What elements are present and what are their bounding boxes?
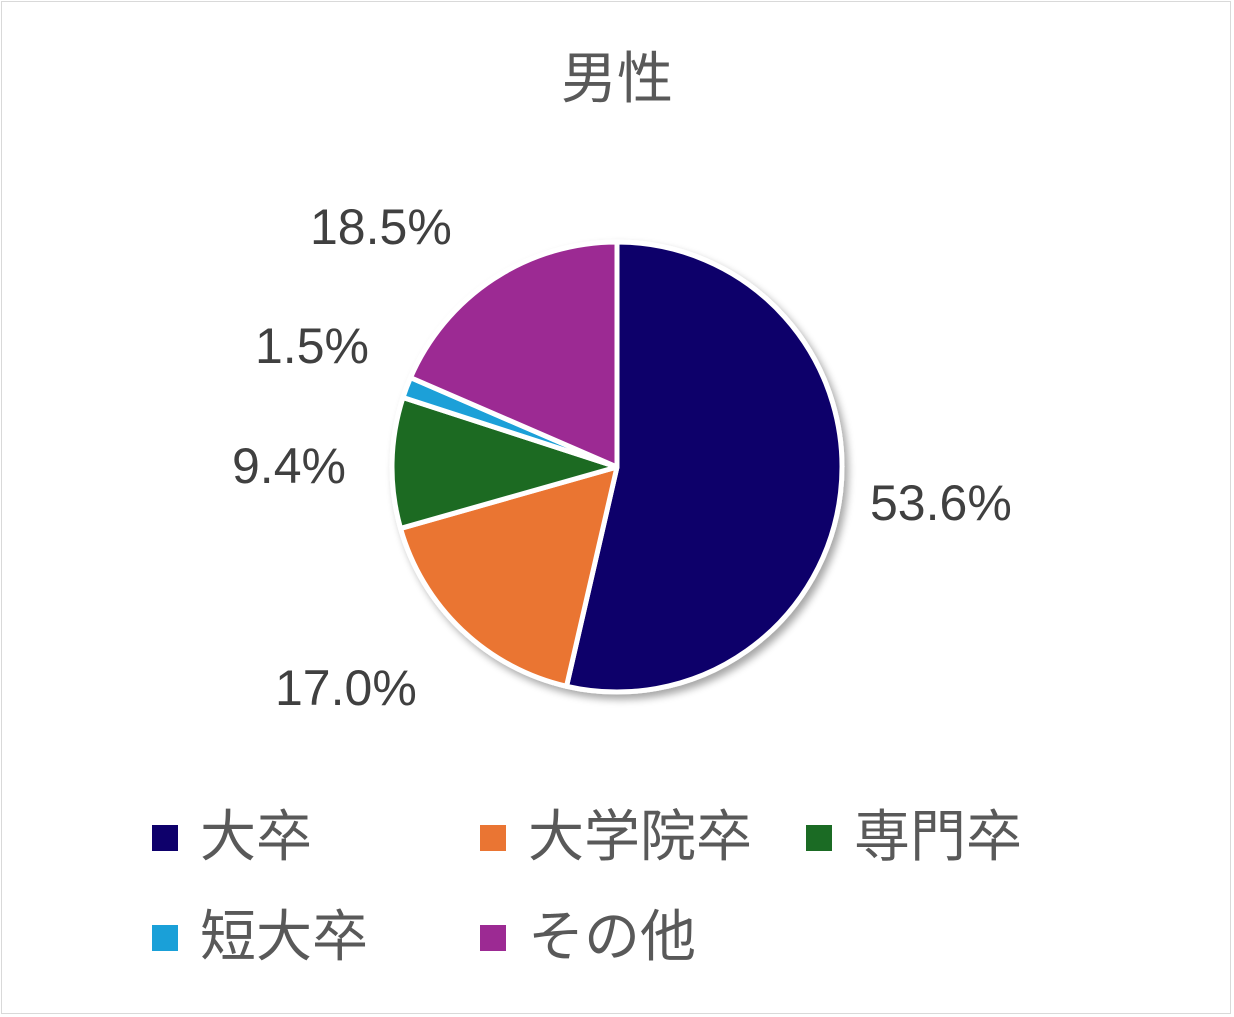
data-label-tandaisotsu: 1.5% [255,318,369,374]
data-label-senmonsotsu: 9.4% [232,438,346,494]
legend-label: 大卒 [200,805,312,870]
legend-swatch [152,825,178,851]
data-label-daisotsu: 53.6% [870,475,1012,531]
data-label-daigakuinsotsu: 17.0% [275,660,417,716]
legend-label: 専門卒 [854,805,1022,870]
slice-daigakuinsotsu [398,464,620,689]
legend-label: その他 [528,905,696,970]
data-label-sonota: 18.5% [310,199,452,255]
legend-item-tandaisotsu: 短大卒 [152,906,368,970]
legend-item-daisotsu: 大卒 [152,806,312,870]
legend-swatch [806,825,832,851]
legend-label: 短大卒 [200,905,368,970]
slice-sonota [408,239,620,470]
slice-senmonsotsu [389,394,620,531]
legend-item-daigakuinsotsu: 大学院卒 [480,806,752,870]
legend-swatch [152,925,178,951]
legend-label: 大学院卒 [528,805,752,870]
legend-item-senmonsotsu: 専門卒 [806,806,1022,870]
legend-swatch [480,825,506,851]
chart-title: 男性 [561,47,673,112]
legend-swatch [480,925,506,951]
legend-item-sonota: その他 [480,906,696,970]
slice-daisotsu [564,239,845,695]
